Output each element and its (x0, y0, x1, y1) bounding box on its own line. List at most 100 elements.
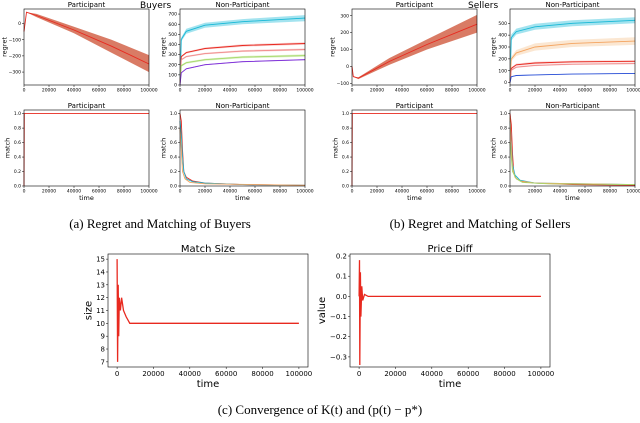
chart-b_reg_p: 0 20000 40000 60000 80000 100000 −300 −200 −100 0… (1, 1, 158, 94)
y-tick-label: 10 (96, 320, 105, 328)
x-tick-label: 40000 (67, 189, 81, 195)
y-tick-label: 0.8 (342, 126, 349, 132)
x-tick-label: 20000 (42, 88, 56, 94)
x-tick-label: 20000 (142, 370, 164, 378)
plot-frame (23, 109, 150, 187)
x-tick-label: 0 (23, 88, 26, 94)
y-tick-label: 1.0 (500, 111, 507, 117)
y-axis-label: regret (159, 37, 167, 57)
x-tick-label: 0 (351, 88, 354, 94)
y-tick-label: 0.0 (342, 184, 349, 190)
x-tick-label: 100000 (296, 189, 313, 195)
chart-title: Participant (68, 102, 106, 110)
x-tick-label: 100000 (140, 189, 157, 195)
y-tick-label: 0 (18, 21, 21, 27)
series-line-cyan (509, 120, 636, 186)
y-tick-label: 0.2 (500, 169, 507, 175)
y-tick-label: 200 (498, 56, 507, 62)
band-pink (180, 48, 305, 85)
x-tick-label: 60000 (92, 189, 106, 195)
x-tick-label: 0 (179, 88, 182, 94)
x-tick-label: 40000 (553, 88, 567, 94)
x-tick-label: 20000 (198, 88, 212, 94)
y-axis-label: regret (489, 37, 497, 57)
x-tick-label: 20000 (384, 370, 406, 378)
y-tick-label: 11 (96, 307, 105, 315)
x-tick-label: 60000 (457, 370, 479, 378)
y-tick-label: 7 (101, 358, 105, 366)
series-line-participant (23, 11, 150, 65)
series-line-cyan (179, 120, 306, 186)
x-tick-label: 80000 (273, 189, 287, 195)
y-tick-label: 200 (340, 30, 349, 36)
plot-frame (351, 8, 478, 86)
y-tick-label: 300 (498, 45, 507, 51)
x-tick-label: 20000 (528, 189, 542, 195)
series-line-orange (179, 128, 306, 186)
x-tick-label: 40000 (223, 189, 237, 195)
series-line-pink (509, 63, 636, 83)
chart-b_match_n: 0 20000 40000 60000 80000 100000 0.0 0.2 0.4 0.6 0… (159, 102, 313, 202)
y-tick-label: 100 (168, 72, 177, 78)
chart-title: Non-Participant (546, 102, 600, 110)
x-tick-label: 0 (23, 189, 26, 195)
y-tick-label: 8 (101, 345, 105, 353)
x-tick-label: 60000 (578, 88, 592, 94)
series-line-orange (509, 117, 636, 186)
y-tick-label: 0.0 (500, 184, 507, 190)
y-tick-label: 1.0 (14, 111, 21, 117)
x-tick-label: 40000 (395, 88, 409, 94)
x-tick-label: 80000 (273, 88, 287, 94)
x-tick-label: 40000 (67, 88, 81, 94)
x-tick-label: 60000 (420, 88, 434, 94)
series-line-participant (351, 23, 478, 79)
y-tick-label: 0.0 (170, 184, 177, 190)
y-tick-label: 1.0 (170, 111, 177, 117)
x-tick-label: 20000 (198, 189, 212, 195)
chart-s_match_p: 0 20000 40000 60000 80000 100000 0.0 0.2 0.4 0.6 0… (331, 102, 485, 202)
chart-title: Price Diff (428, 244, 474, 255)
x-tick-label: 80000 (603, 189, 617, 195)
plot-frame (23, 8, 150, 86)
x-tick-label: 20000 (370, 88, 384, 94)
series-line-diff (358, 260, 541, 366)
x-axis-label: time (79, 194, 94, 202)
x-tick-label: 60000 (578, 189, 592, 195)
band-peach (510, 37, 635, 83)
y-tick-label: 9 (101, 333, 105, 341)
y-tick-label: 15 (96, 256, 105, 264)
x-tick-label: 0 (115, 370, 119, 378)
x-axis-label: time (565, 194, 580, 202)
band-red (510, 60, 635, 83)
y-axis-label: value (317, 297, 328, 324)
y-tick-label: 0.0 (336, 293, 347, 301)
y-tick-label: 0.0 (14, 184, 21, 190)
y-tick-label: 0 (504, 80, 507, 86)
y-tick-label: −100 (337, 81, 349, 87)
y-tick-label: 0.8 (170, 126, 177, 132)
y-tick-label: −300 (9, 70, 21, 76)
caption-c: (c) Convergence of K(t) and (p(t) − p*) (218, 402, 423, 417)
y-tick-label: 200 (168, 62, 177, 68)
sellers-group-title: Sellers (468, 1, 498, 11)
x-tick-label: 80000 (445, 88, 459, 94)
plot-frame (179, 8, 306, 86)
plot-frame (349, 253, 551, 368)
y-tick-label: 300 (340, 13, 349, 19)
x-tick-label: 20000 (528, 88, 542, 94)
band-red (180, 42, 305, 85)
caption-b: (b) Regret and Matching of Sellers (390, 216, 571, 231)
band-participant (24, 12, 149, 73)
x-tick-label: 60000 (248, 88, 262, 94)
y-axis-label: size (84, 301, 95, 320)
x-axis-label: time (439, 379, 462, 390)
series-line-pink (179, 49, 306, 86)
y-tick-label: 0.6 (342, 140, 349, 146)
x-tick-label: 0 (351, 189, 354, 195)
x-tick-label: 60000 (215, 370, 237, 378)
plot-frame (509, 109, 636, 187)
series-line-cyan (179, 17, 306, 86)
chart-s_reg_p: 0 20000 40000 60000 80000 100000−100010020030… (329, 1, 486, 94)
x-tick-label: 100000 (626, 189, 640, 195)
